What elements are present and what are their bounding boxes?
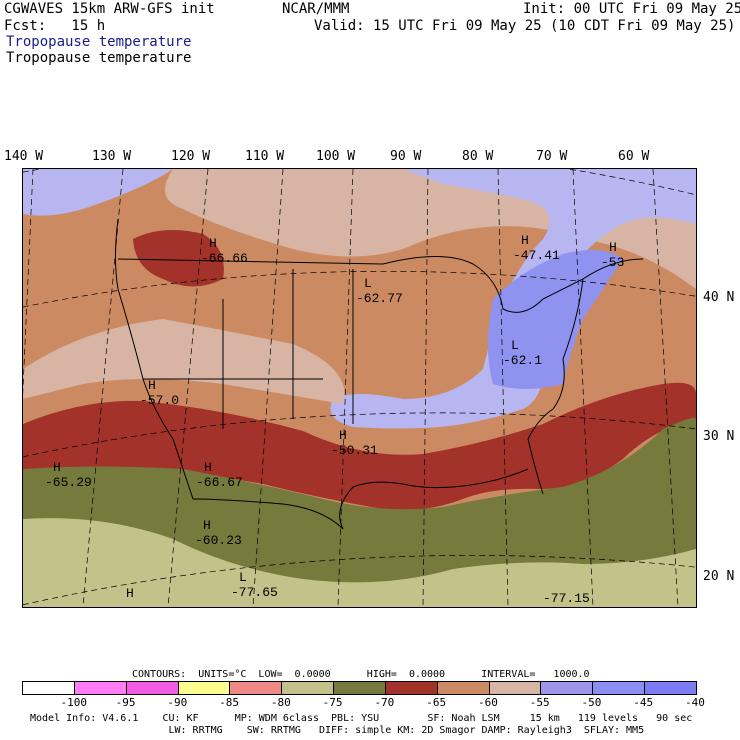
color-bar	[22, 681, 697, 695]
color-bar-label: -40	[685, 696, 705, 709]
init-time: Init: 00 UTC Fri 09 May 25	[523, 1, 740, 17]
cold-region-nw	[23, 169, 173, 216]
extremum-value: -47.41	[513, 248, 560, 263]
extremum-value: -77.15	[543, 591, 590, 606]
extremum-value: -53	[601, 255, 624, 270]
lon-label: 60 W	[618, 149, 650, 164]
color-bar-label: -80	[270, 696, 291, 709]
lon-label: 120 W	[171, 149, 211, 164]
blue-core-ne	[488, 250, 623, 389]
color-bar-segment	[282, 682, 335, 694]
extremum-symbol: H	[53, 460, 61, 475]
extremum-value: -66.66	[201, 251, 248, 266]
color-bar-label: -45	[633, 696, 654, 709]
color-bar-segment	[385, 682, 438, 694]
extremum-symbol: H	[521, 233, 529, 248]
color-bar-label: -70	[374, 696, 395, 709]
coastlines	[115, 218, 644, 530]
color-bar-segment	[74, 682, 127, 694]
extremum-symbol: H	[209, 236, 217, 251]
color-bar-label: -100	[60, 696, 88, 709]
lat-label: 30 N	[703, 429, 735, 444]
extremum-symbol: H	[126, 586, 134, 601]
model-title: CGWAVES 15km ARW-GFS init	[4, 1, 215, 17]
color-bar-segment	[230, 682, 283, 694]
color-bar-label: -85	[219, 696, 239, 709]
tropopause-temperature-map: H-66.66H-47.41H-53L-62.77L-62.1H-57.0H-5…	[23, 169, 696, 607]
color-bar-segment	[489, 682, 542, 694]
lon-label: 110 W	[245, 149, 285, 164]
map-panel[interactable]: H -66.66 H -47.41 H -53 L -62.77 L -62.1 H -57.0 H -5…	[22, 168, 697, 608]
color-bar-segment	[178, 682, 231, 694]
lat-label: 40 N	[703, 290, 735, 305]
color-bar-segment	[593, 682, 646, 694]
extremum-symbol: L	[364, 276, 372, 291]
lon-label: 130 W	[92, 149, 132, 164]
organization: NCAR/MMM	[282, 1, 350, 17]
extremum-symbol: H	[204, 460, 212, 475]
color-bar-segment	[541, 682, 594, 694]
color-bar-label: -90	[167, 696, 188, 709]
lat-label: 20 N	[703, 569, 735, 584]
color-bar-segment	[23, 682, 75, 694]
forecast-hour: Fcst: 15 h	[4, 18, 106, 34]
extrema-labels: H-66.66H-47.41H-53L-62.77L-62.1H-57.0H-5…	[45, 233, 624, 606]
lon-label: 80 W	[462, 149, 494, 164]
color-bar-segment	[437, 682, 490, 694]
field-title-primary: Tropopause temperature	[6, 34, 192, 50]
extremum-symbol: H	[339, 428, 347, 443]
valid-time: Valid: 15 UTC Fri 09 May 25 (10 CDT Fri …	[314, 18, 736, 34]
color-bar-segment	[645, 682, 696, 694]
extremum-value: -62.1	[503, 353, 542, 368]
extremum-symbol: H	[203, 518, 211, 533]
extremum-value: -65.29	[45, 475, 92, 490]
extremum-symbol: L	[239, 570, 247, 585]
extremum-symbol: H	[148, 378, 156, 393]
light-olive-region	[23, 518, 696, 607]
color-bar-label: -65	[426, 696, 447, 709]
color-bar-label: -75	[322, 696, 343, 709]
color-bar-label: -95	[115, 696, 136, 709]
extremum-symbol: H	[609, 240, 617, 255]
color-bar-label: -50	[581, 696, 602, 709]
color-bar-label: -55	[529, 696, 550, 709]
field-title-secondary: Tropopause temperature	[6, 50, 192, 66]
lon-label: 100 W	[316, 149, 356, 164]
lon-label: 90 W	[390, 149, 422, 164]
model-info-line1: Model Info: V4.6.1 CU: KF MP: WDM 6class…	[30, 713, 693, 724]
extremum-symbol: L	[511, 338, 519, 353]
lon-label: 140 W	[4, 149, 44, 164]
color-bar-segment	[126, 682, 179, 694]
extremum-value: -66.67	[196, 475, 243, 490]
lon-label: 70 W	[536, 149, 568, 164]
extremum-value: -62.77	[356, 291, 403, 306]
model-info-line2: LW: RRTMG SW: RRTMG DIFF: simple KM: 2D …	[30, 725, 645, 736]
dark-red-band-south	[23, 382, 696, 511]
color-bar-segment	[334, 682, 386, 694]
extremum-value: -57.0	[140, 393, 179, 408]
contours-info: CONTOURS: UNITS=°C LOW= 0.0000 HIGH= 0.0…	[132, 669, 590, 680]
extremum-value: -50.31	[331, 443, 378, 458]
color-bar-label: -60	[477, 696, 498, 709]
extremum-value: -77.65	[231, 585, 278, 600]
extremum-value: -60.23	[195, 533, 242, 548]
pink-band-central	[23, 319, 345, 404]
